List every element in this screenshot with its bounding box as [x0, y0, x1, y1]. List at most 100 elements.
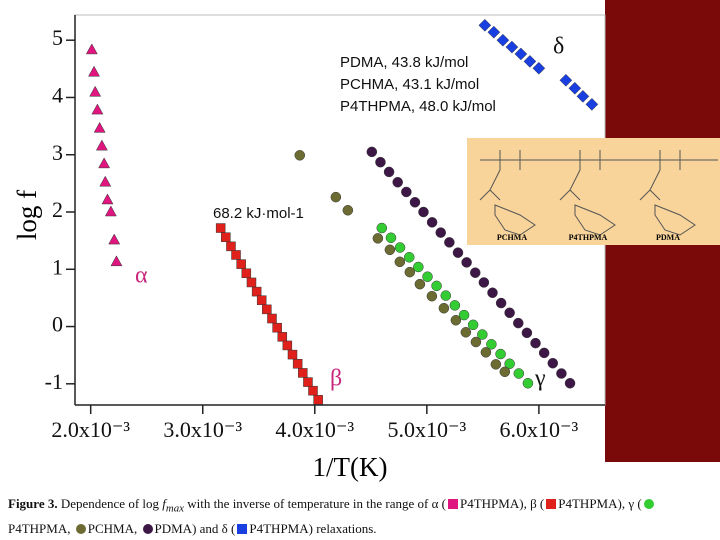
- series: [294, 150, 511, 378]
- point: [385, 232, 397, 244]
- legend-label: PCHMA: [87, 520, 134, 536]
- x-tick-label: 2.0x10⁻³: [51, 417, 130, 442]
- caption-text: ), β (: [519, 496, 545, 511]
- annotation: PCHMA, 43.1 kJ/mol: [340, 76, 479, 93]
- point: [231, 250, 241, 260]
- annotation: β: [330, 366, 342, 392]
- point: [394, 242, 406, 253]
- point: [394, 256, 406, 268]
- point: [547, 357, 559, 369]
- point: [414, 278, 426, 290]
- point: [277, 332, 288, 342]
- structure-background: [467, 138, 720, 245]
- legend-label: P4THPMA: [558, 496, 618, 511]
- point: [251, 286, 262, 297]
- point: [478, 18, 492, 32]
- y-tick-label: 3: [52, 140, 63, 165]
- point: [568, 81, 582, 95]
- structure-label: PDMA: [656, 233, 680, 242]
- point: [521, 327, 533, 339]
- point: [292, 359, 303, 369]
- caption-text: ,: [134, 520, 141, 536]
- point: [236, 259, 246, 269]
- x-tick-label: 6.0x10⁻³: [500, 417, 579, 442]
- point: [487, 287, 498, 299]
- point: [108, 233, 121, 245]
- point: [403, 251, 415, 263]
- series: [85, 43, 123, 267]
- point: [95, 139, 108, 151]
- caption-text: f: [162, 496, 166, 511]
- point: [458, 309, 470, 321]
- annotation: γ: [534, 366, 546, 392]
- structure-figure: PCHMA P4THPMA PDMA: [467, 138, 720, 245]
- y-axis-label: log f: [12, 190, 42, 240]
- point: [538, 347, 550, 359]
- point: [366, 146, 378, 158]
- point: [298, 368, 308, 378]
- point: [486, 339, 497, 350]
- y-tick-label: 5: [52, 25, 63, 50]
- point: [478, 277, 490, 288]
- point: [444, 237, 455, 248]
- point: [559, 73, 573, 87]
- point: [467, 319, 479, 331]
- point: [101, 193, 114, 205]
- point: [308, 385, 318, 396]
- point: [422, 271, 433, 282]
- caption-label: Figure 3.: [8, 496, 58, 511]
- caption-text: ), γ (: [617, 496, 642, 511]
- point: [313, 395, 323, 405]
- y-tick-label: -1: [45, 369, 63, 394]
- point: [435, 227, 446, 238]
- point: [452, 247, 464, 258]
- structure-label: P4THPMA: [569, 233, 608, 242]
- legend-swatch: [447, 499, 458, 509]
- point: [496, 33, 510, 47]
- point: [330, 191, 342, 203]
- point: [287, 349, 298, 360]
- point: [564, 377, 576, 389]
- point: [470, 336, 482, 348]
- point: [98, 157, 111, 169]
- point: [272, 322, 282, 333]
- point: [513, 368, 525, 379]
- point: [267, 313, 277, 324]
- legend-swatch: [75, 523, 86, 534]
- point: [469, 267, 481, 278]
- point: [477, 329, 488, 340]
- point: [449, 300, 461, 311]
- point: [404, 266, 416, 278]
- point: [372, 233, 384, 244]
- point: [303, 377, 313, 387]
- x-tick-label: 5.0x10⁻³: [387, 417, 466, 442]
- point: [409, 197, 421, 208]
- point: [461, 257, 472, 268]
- point: [495, 348, 506, 360]
- series: [215, 223, 323, 405]
- point: [401, 186, 412, 198]
- point: [585, 97, 599, 111]
- x-axis-label: 1/T(K): [313, 452, 388, 482]
- caption-text: ,: [67, 520, 74, 536]
- caption-text: max: [165, 502, 184, 515]
- structure-label: PCHMA: [497, 233, 527, 242]
- legend-label: P4THPMA: [8, 520, 68, 536]
- legend-label: P4THPMA: [459, 496, 520, 511]
- point: [413, 261, 424, 273]
- y-tick-label: 4: [52, 83, 63, 108]
- point: [221, 232, 231, 242]
- series: [478, 18, 599, 111]
- legend-swatch: [546, 499, 557, 509]
- y-tick-label: 2: [52, 197, 63, 222]
- point: [490, 359, 502, 370]
- point: [418, 206, 429, 218]
- point: [241, 268, 252, 279]
- caption-text: ) and δ (: [192, 520, 236, 536]
- caption: Figure 3. Dependence of log fmax with th…: [8, 494, 712, 538]
- point: [480, 347, 492, 358]
- point: [110, 255, 123, 267]
- point: [376, 222, 388, 234]
